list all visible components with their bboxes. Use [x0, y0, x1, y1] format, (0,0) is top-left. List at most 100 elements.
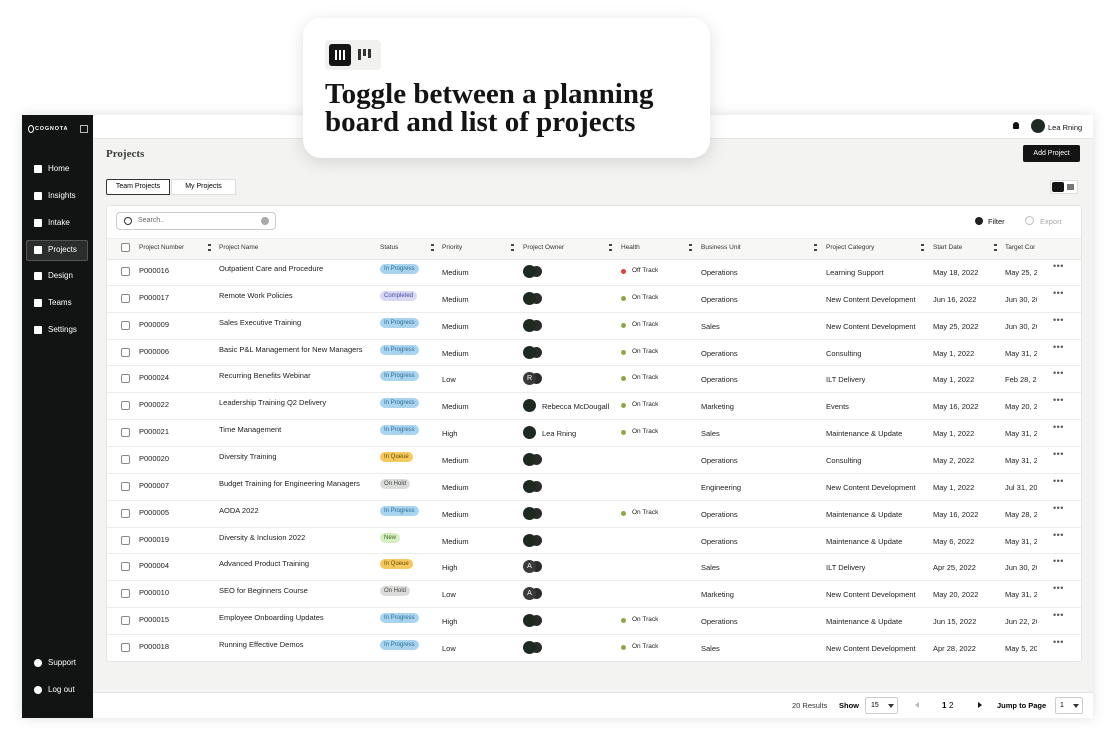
column-header[interactable]: Health: [621, 244, 640, 251]
row-menu[interactable]: •••: [1053, 610, 1064, 621]
row-menu[interactable]: •••: [1053, 637, 1064, 648]
nav-icon: [34, 246, 42, 254]
row-menu[interactable]: •••: [1053, 395, 1064, 406]
tab[interactable]: My Projects: [171, 179, 236, 195]
nav-item[interactable]: Design: [48, 271, 73, 280]
sort-icon[interactable]: [431, 244, 434, 251]
checkbox[interactable]: [121, 616, 130, 626]
checkbox[interactable]: [121, 267, 130, 276]
row-menu[interactable]: •••: [1053, 529, 1064, 540]
nav-item[interactable]: Settings: [48, 325, 77, 334]
list-view-button[interactable]: [1052, 182, 1064, 192]
list-view-button[interactable]: [329, 44, 351, 66]
project-category: New Content Development: [826, 294, 916, 304]
project-name[interactable]: Budget Training for Engineering Managers: [219, 478, 360, 488]
checkbox[interactable]: [121, 428, 130, 438]
nav-item[interactable]: Log out: [48, 685, 75, 694]
checkbox[interactable]: [121, 374, 130, 384]
checkbox[interactable]: [121, 643, 130, 653]
nav-item[interactable]: Home: [48, 164, 70, 173]
project-name[interactable]: Recurring Benefits Webinar: [219, 371, 311, 381]
project-name[interactable]: Remote Work Policies: [219, 290, 293, 300]
target-date: May 5, 202: [1005, 644, 1037, 654]
row-menu[interactable]: •••: [1053, 449, 1064, 460]
sort-icon[interactable]: [814, 244, 817, 251]
project-name[interactable]: Diversity Training: [219, 452, 277, 462]
checkbox[interactable]: [121, 535, 130, 545]
page-number[interactable]: 1: [942, 701, 947, 710]
checkbox[interactable]: [121, 481, 130, 491]
checkbox[interactable]: [121, 293, 130, 303]
column-header[interactable]: Status: [380, 244, 399, 251]
checkbox[interactable]: [121, 243, 130, 252]
tab-active[interactable]: Team Projects: [106, 179, 170, 195]
project-name[interactable]: Time Management: [219, 425, 282, 435]
search-box[interactable]: Search..: [116, 212, 276, 230]
project-name[interactable]: Basic P&L Management for New Managers: [219, 344, 363, 354]
row-menu[interactable]: •••: [1053, 287, 1064, 298]
project-name[interactable]: Outpatient Care and Procedure: [219, 264, 324, 273]
nav-item[interactable]: Insights: [48, 191, 76, 200]
checkbox[interactable]: [121, 320, 130, 330]
row-menu[interactable]: •••: [1053, 502, 1064, 513]
filter-button[interactable]: Filter: [988, 217, 1005, 226]
checkbox[interactable]: [121, 347, 130, 357]
nav-item[interactable]: Support: [48, 658, 77, 667]
column-header[interactable]: Project Category: [826, 244, 875, 251]
page-size-select[interactable]: 15: [865, 697, 898, 714]
row-menu[interactable]: •••: [1053, 314, 1064, 325]
business-unit: Operations: [701, 536, 738, 546]
checkbox[interactable]: [121, 589, 130, 599]
checkbox[interactable]: [121, 508, 130, 518]
row-menu[interactable]: •••: [1053, 422, 1064, 433]
add-project-button[interactable]: Add Project: [1023, 145, 1080, 162]
bell-icon[interactable]: [1013, 122, 1019, 129]
nav-item[interactable]: Intake: [48, 218, 70, 227]
column-header[interactable]: Start Date: [933, 244, 963, 251]
collapse-button[interactable]: [80, 125, 88, 133]
checkbox[interactable]: [121, 562, 130, 572]
row-menu[interactable]: •••: [1053, 341, 1064, 352]
next-page[interactable]: [978, 702, 982, 708]
column-header[interactable]: Priority: [442, 244, 463, 251]
sort-icon[interactable]: [994, 244, 997, 251]
project-name[interactable]: Running Effective Demos: [219, 640, 304, 650]
nav-item[interactable]: Teams: [48, 298, 72, 307]
sort-icon[interactable]: [208, 244, 211, 251]
page-number[interactable]: 2: [949, 701, 954, 710]
project-name[interactable]: Employee Onboarding Updates: [219, 613, 324, 623]
project-name[interactable]: SEO for Beginners Course: [219, 586, 308, 596]
board-view-button[interactable]: [358, 49, 371, 60]
project-name[interactable]: Advanced Product Training: [219, 559, 310, 569]
row-menu[interactable]: •••: [1053, 583, 1064, 594]
user-name[interactable]: Lea Rning: [1048, 123, 1083, 132]
row-menu[interactable]: •••: [1053, 556, 1064, 567]
column-header[interactable]: Project Number: [139, 244, 185, 251]
jump-select[interactable]: 1: [1055, 697, 1083, 714]
column-header[interactable]: Project Name: [219, 244, 259, 251]
row-menu[interactable]: •••: [1053, 475, 1064, 486]
nav-item[interactable]: Projects: [48, 245, 77, 254]
start-date: Apr 28, 2022: [933, 644, 976, 654]
sort-icon[interactable]: [609, 244, 612, 251]
column-header[interactable]: Business Unit: [701, 244, 741, 251]
prev-page[interactable]: [915, 702, 919, 708]
checkbox[interactable]: [121, 455, 130, 465]
column-header[interactable]: Project Owner: [523, 244, 565, 251]
project-name[interactable]: Diversity & Inclusion 2022: [219, 532, 306, 542]
sort-icon[interactable]: [511, 244, 514, 251]
export-button[interactable]: Export: [1040, 217, 1062, 226]
project-name[interactable]: AODA 2022: [219, 505, 259, 515]
board-view-button[interactable]: [1067, 184, 1074, 190]
checkbox[interactable]: [121, 401, 130, 411]
column-header[interactable]: Target Com: [1005, 244, 1035, 251]
project-category: Learning Support: [826, 268, 884, 277]
sort-icon[interactable]: [921, 244, 924, 251]
project-name[interactable]: Sales Executive Training: [219, 317, 302, 327]
project-name[interactable]: Leadership Training Q2 Delivery: [219, 398, 327, 408]
status-pill: In Queue: [380, 559, 413, 570]
sort-icon[interactable]: [689, 244, 692, 251]
row-menu[interactable]: •••: [1053, 368, 1064, 379]
user-avatar[interactable]: [1031, 119, 1045, 133]
row-menu[interactable]: •••: [1053, 261, 1064, 271]
